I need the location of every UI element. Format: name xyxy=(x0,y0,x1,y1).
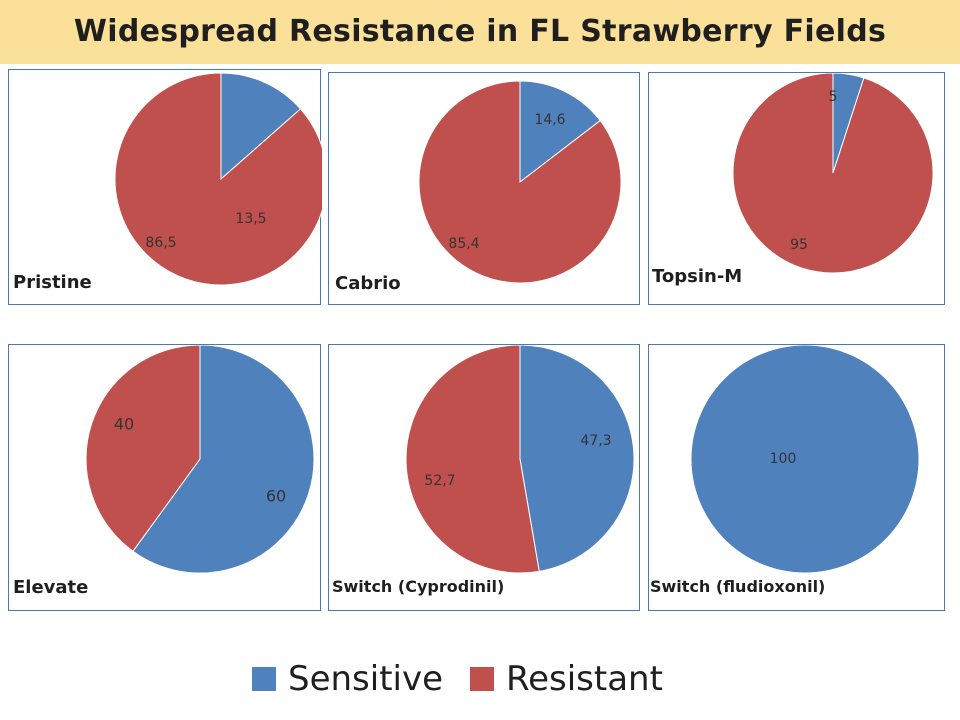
pie-panel-switch-cyprodinil: 47,3 52,7 Switch (Cyprodinil) xyxy=(328,344,640,611)
data-label-sensitive: 60 xyxy=(266,487,286,506)
pie-chart: 60 40 xyxy=(85,345,315,574)
chart-title: Cabrio xyxy=(335,273,401,294)
pie-panel-elevate: 60 40 Elevate xyxy=(8,344,321,611)
legend-label-resistant: Resistant xyxy=(506,659,663,699)
pie-chart: 14,6 85,4 xyxy=(418,80,622,284)
data-label-sensitive: 13,5 xyxy=(235,211,266,227)
page-title: Widespread Resistance in FL Strawberry F… xyxy=(73,14,887,49)
data-label-resistant: 86,5 xyxy=(145,235,176,251)
pie-panel-pristine: 13,5 86,5 Pristine xyxy=(8,69,322,305)
data-label-sensitive: 14,6 xyxy=(534,112,565,128)
pie-slice-sensitive xyxy=(519,80,601,184)
pie-slice-resistant xyxy=(732,73,934,274)
data-label-resistant: 85,4 xyxy=(448,236,479,252)
pie-chart: 100 xyxy=(690,345,920,574)
data-label-resistant: 95 xyxy=(790,237,808,253)
pie-slice-resistant xyxy=(418,80,622,284)
legend-label-sensitive: Sensitive xyxy=(288,659,444,699)
data-label-resistant: 52,7 xyxy=(424,473,455,489)
pie-slice-sensitive xyxy=(690,345,920,574)
pie-slice-resistant xyxy=(405,345,540,574)
pie-panel-cabrio: 14,6 85,4 Cabrio xyxy=(328,72,640,305)
data-label-sensitive: 5 xyxy=(829,89,838,105)
pie-panel-topsin-m: 5 95 Topsin-M xyxy=(648,72,945,305)
pie-slice-sensitive xyxy=(519,345,635,572)
chart-title: Switch (fludioxonil) xyxy=(650,577,826,596)
pie-slice-resistant xyxy=(114,72,322,286)
data-label-sensitive: 47,3 xyxy=(580,433,611,449)
pie-slice-resistant xyxy=(85,345,201,552)
pie-panel-switch-fludioxonil: 100 Switch (fludioxonil) xyxy=(648,344,945,611)
chart-title: Elevate xyxy=(13,577,89,598)
data-label-resistant: 40 xyxy=(114,415,134,434)
pie-slice-sensitive xyxy=(132,345,315,574)
pie-chart: 47,3 52,7 xyxy=(405,345,635,574)
legend-swatch-sensitive xyxy=(252,667,276,691)
chart-title: Switch (Cyprodinil) xyxy=(332,577,505,596)
chart-title: Pristine xyxy=(13,272,92,293)
data-label-sensitive: 100 xyxy=(770,451,797,467)
chart-title: Topsin-M xyxy=(652,266,743,287)
legend-swatch-resistant xyxy=(470,667,494,691)
pie-chart: 13,5 86,5 xyxy=(114,72,322,286)
pie-chart: 5 95 xyxy=(732,73,934,274)
title-bar xyxy=(0,0,960,64)
pie-slice-sensitive xyxy=(220,72,302,181)
